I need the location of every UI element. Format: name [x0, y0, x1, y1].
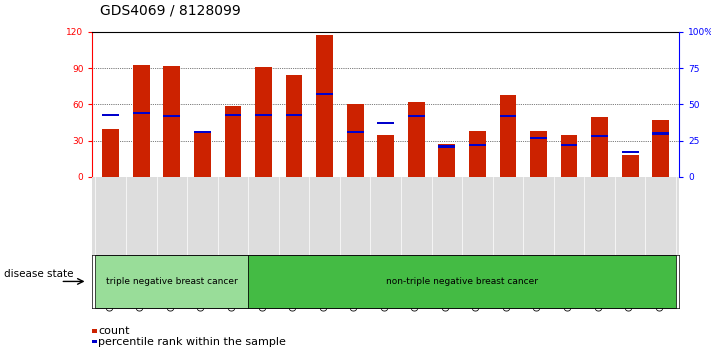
- Bar: [347, 131, 363, 133]
- Bar: [621, 151, 638, 153]
- Bar: [500, 115, 516, 117]
- Bar: [255, 114, 272, 116]
- Bar: [102, 129, 119, 177]
- Text: disease state: disease state: [4, 269, 73, 279]
- Bar: [621, 155, 638, 177]
- FancyBboxPatch shape: [95, 255, 248, 308]
- Bar: [194, 131, 211, 133]
- Bar: [194, 133, 211, 177]
- Bar: [408, 115, 424, 117]
- Bar: [316, 35, 333, 177]
- Bar: [225, 114, 241, 116]
- Bar: [378, 122, 394, 124]
- Bar: [133, 112, 150, 114]
- Bar: [560, 144, 577, 146]
- Bar: [225, 105, 241, 177]
- Text: triple negative breast cancer: triple negative breast cancer: [106, 277, 237, 286]
- Text: count: count: [98, 326, 129, 336]
- Bar: [316, 93, 333, 95]
- Bar: [500, 95, 516, 177]
- Bar: [408, 102, 424, 177]
- Bar: [347, 104, 363, 177]
- Bar: [102, 114, 119, 116]
- Bar: [530, 131, 547, 177]
- Bar: [133, 64, 150, 177]
- Bar: [164, 66, 181, 177]
- Bar: [286, 75, 302, 177]
- Bar: [652, 132, 669, 135]
- Bar: [439, 145, 455, 148]
- Bar: [439, 144, 455, 177]
- Bar: [286, 114, 302, 116]
- Text: GDS4069 / 8128099: GDS4069 / 8128099: [100, 4, 240, 18]
- Bar: [255, 67, 272, 177]
- Bar: [530, 137, 547, 139]
- Bar: [591, 116, 608, 177]
- Text: non-triple negative breast cancer: non-triple negative breast cancer: [386, 277, 538, 286]
- Bar: [164, 115, 181, 117]
- Bar: [652, 120, 669, 177]
- Bar: [378, 135, 394, 177]
- FancyBboxPatch shape: [248, 255, 676, 308]
- Bar: [469, 144, 486, 146]
- Bar: [469, 131, 486, 177]
- Text: percentile rank within the sample: percentile rank within the sample: [98, 337, 286, 347]
- Bar: [591, 135, 608, 137]
- Bar: [560, 135, 577, 177]
